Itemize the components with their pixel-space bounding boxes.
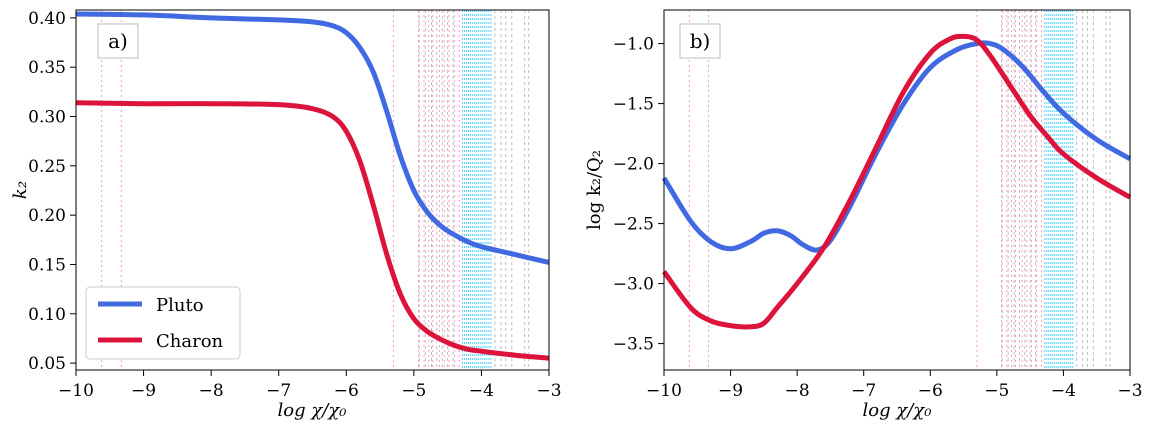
panel-b-y-tick-label: −2.0	[613, 155, 654, 175]
panel-a-series	[75, 11, 550, 361]
panel-a-x-tick-label: −4	[469, 381, 494, 401]
panel-b-series	[661, 33, 1132, 330]
panel-a: −10 −9 −8 −7 −6 −5 −4 −3 0.050.100.150.200.250.…	[10, 9, 562, 421]
panel-a-x-tick-label: −8	[199, 381, 224, 401]
panel-a-reference-lines	[101, 10, 530, 370]
panel-a-label-box	[97, 23, 139, 59]
panel-a-x-tick-label: −5	[401, 381, 426, 401]
panel-a-x-tick-label: −10	[58, 381, 94, 401]
panel-a-y-tick-label: 0.05	[28, 354, 66, 374]
panel-b-x-tick-label: −3	[1117, 381, 1142, 401]
panel-a-series-charon	[75, 100, 550, 361]
panel-b-y-tick-label: −3.5	[613, 335, 654, 355]
panel-b-x-tick-label: −10	[646, 381, 682, 401]
panel-a-y-tick-label: 0.20	[28, 206, 66, 226]
panel-b-plot-area	[664, 10, 1130, 370]
panel-a-y-tick-label: 0.30	[28, 108, 66, 128]
panel-b-series-charon	[661, 33, 1132, 330]
panel-a-y-axis-label: k₂	[10, 181, 31, 199]
panel-a-frame	[75, 9, 550, 371]
panel-b-label-box	[679, 23, 721, 59]
panel-b-y-tick-label: −2.5	[613, 215, 654, 235]
panel-a-x-tick-label: −6	[334, 381, 359, 401]
panel-b-frame	[663, 9, 1131, 371]
panel-a-x-ticks: −10 −9 −8 −7 −6 −5 −4 −3	[58, 370, 562, 401]
panel-a-label: a)	[108, 29, 128, 53]
panel-a-x-tick-label: −7	[266, 381, 291, 401]
panel-a-y-tick-label: 0.25	[28, 157, 66, 177]
panel-b-y-tick-label: −1.5	[613, 95, 654, 115]
panel-a-x-tick-label: −9	[131, 381, 156, 401]
panel-b-label: b)	[690, 29, 711, 53]
panel-b-x-tick-label: −7	[851, 381, 876, 401]
legend: Pluto Charon	[85, 286, 241, 360]
panel-b-x-tick-label: −5	[984, 381, 1009, 401]
panel-a-x-axis-label: log χ/χ₀	[278, 400, 347, 421]
panel-a-series-pluto	[75, 11, 550, 265]
panel-b: −10 −9 −8 −7 −6 −5 −4 −3 −3.5 −3.0 −2.5 −2.0 −1.5 −1…	[584, 9, 1143, 421]
panel-b-reference-lines	[688, 10, 1111, 370]
panel-b-y-axis-label: log k₂/Q₂	[584, 150, 605, 230]
panel-b-x-ticks: −10 −9 −8 −7 −6 −5 −4 −3	[646, 370, 1143, 401]
panel-b-x-tick-label: −4	[1051, 381, 1076, 401]
panel-b-y-tick-label: −3.0	[613, 275, 654, 295]
legend-label-pluto: Pluto	[156, 295, 204, 316]
legend-label-charon: Charon	[156, 331, 224, 352]
panel-a-y-tick-label: 0.40	[28, 9, 66, 29]
panel-a-y-tick-label: 0.35	[28, 58, 66, 78]
panel-b-x-tick-label: −9	[718, 381, 743, 401]
panel-b-x-tick-label: −8	[785, 381, 810, 401]
panel-b-x-axis-label: log χ/χ₀	[863, 400, 932, 421]
panel-a-y-tick-label: 0.10	[28, 305, 66, 325]
panel-b-x-tick-label: −6	[918, 381, 943, 401]
panel-b-y-ticks: −3.5 −3.0 −2.5 −2.0 −1.5 −1.0	[613, 35, 664, 355]
panel-a-y-ticks: 0.05 0.10 0.15 0.20 0.25 0.30 0.35 0.40	[28, 9, 76, 374]
panel-a-y-tick-label: 0.15	[28, 255, 66, 275]
panel-a-x-tick-label: −3	[536, 381, 561, 401]
panel-b-y-tick-label: −1.0	[613, 35, 654, 55]
